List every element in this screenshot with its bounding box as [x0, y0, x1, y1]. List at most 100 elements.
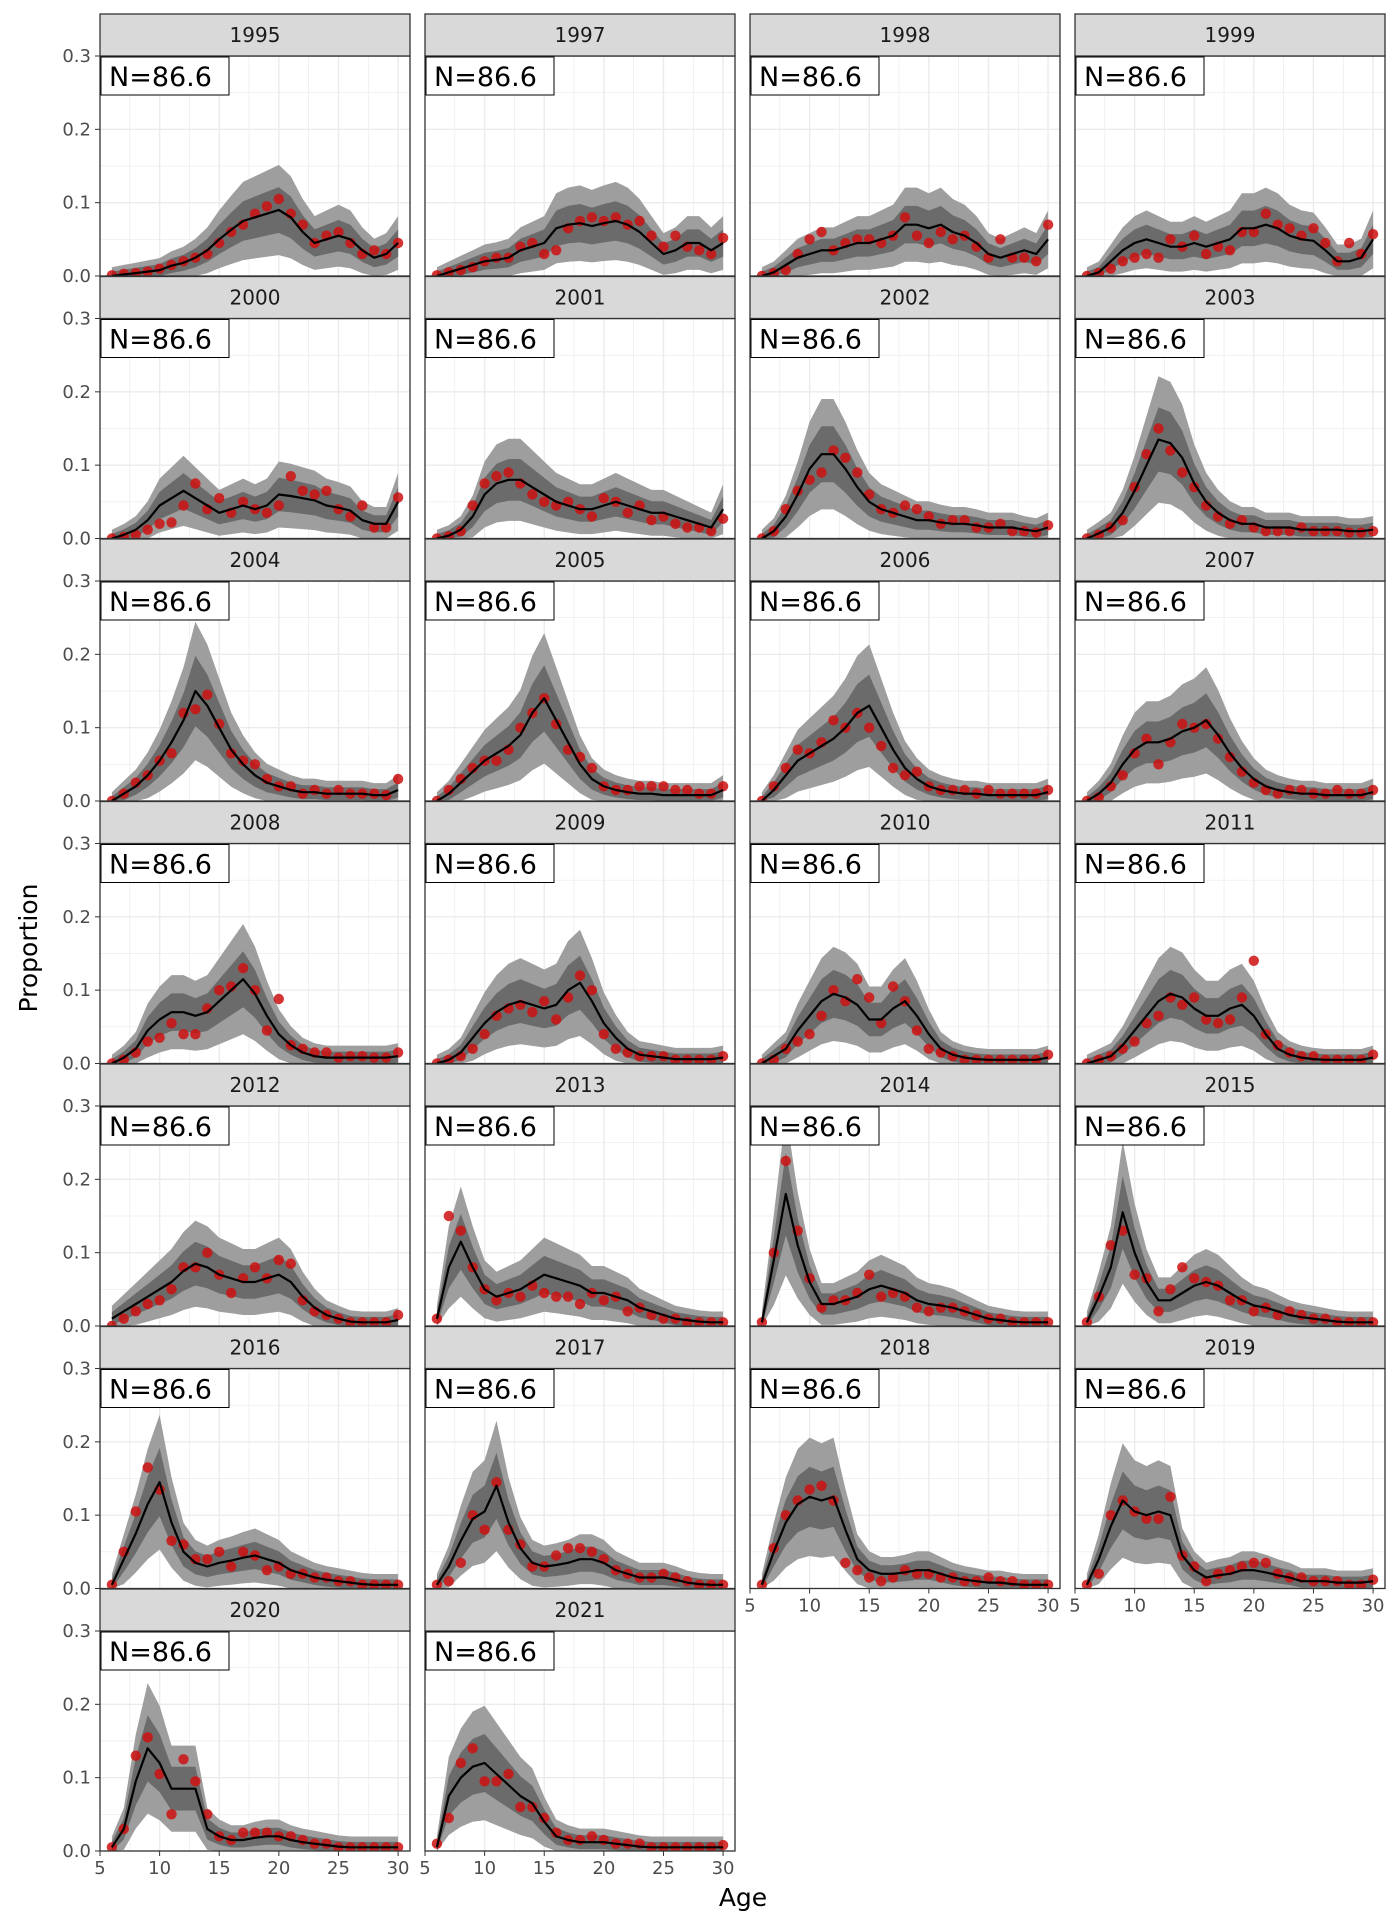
fitted-line	[1086, 719, 1374, 801]
observed-point	[864, 722, 875, 733]
observed-point	[106, 270, 118, 276]
observed-point	[527, 489, 538, 500]
observed-point	[804, 474, 815, 485]
x-tick-label: 5	[94, 1858, 105, 1879]
observed-point	[1332, 1576, 1343, 1587]
observed-point	[1129, 252, 1140, 263]
sample-size-box	[100, 319, 230, 358]
observed-point	[261, 1565, 273, 1576]
observed-point	[923, 237, 934, 249]
x-tick-label: 20	[1242, 1596, 1265, 1617]
observed-point	[1344, 527, 1355, 538]
observed-point	[864, 1269, 875, 1280]
sample-size-box	[1075, 1369, 1205, 1408]
observed-point	[333, 226, 344, 238]
observed-point	[1248, 955, 1260, 966]
y-tick-label: 0.2	[62, 1694, 91, 1715]
panel-2019: 2019 N=86.6 5 10 15 20 25 30	[1069, 1325, 1386, 1617]
panel-plot-area	[1081, 667, 1379, 801]
observed-point	[586, 985, 598, 996]
observed-point	[610, 1043, 621, 1055]
sample-size-box	[750, 844, 880, 883]
strip-label: 2017	[555, 1336, 606, 1360]
observed-point	[780, 1155, 791, 1167]
strip-label: 2019	[1205, 1336, 1256, 1360]
observed-point	[479, 1776, 490, 1787]
strip-label: 2009	[555, 811, 606, 835]
observed-point	[178, 1029, 189, 1040]
observed-point	[887, 981, 899, 992]
sample-size-label: N=86.6	[434, 325, 537, 356]
x-tick-label: 10	[473, 1858, 496, 1879]
observed-point	[1212, 733, 1224, 744]
panel-2010: 2010 N=86.6	[749, 800, 1061, 1065]
sample-size-label: N=86.6	[109, 1375, 212, 1406]
observed-point	[515, 1291, 526, 1302]
y-tick-label: 0.1	[62, 1505, 91, 1526]
observed-point	[876, 740, 887, 752]
observed-point	[1117, 256, 1128, 267]
observed-point	[178, 500, 189, 511]
x-tick-label: 5	[419, 1858, 430, 1879]
observed-point	[586, 1546, 598, 1558]
observed-point	[273, 993, 284, 1005]
strip-label: 2004	[230, 548, 281, 572]
panel-2002: 2002 N=86.6	[749, 275, 1061, 540]
observed-point	[1177, 1262, 1188, 1273]
x-tick-label: 25	[652, 1858, 675, 1879]
x-tick-label: 15	[1183, 1596, 1206, 1617]
y-tick-label: 0.1	[62, 718, 91, 739]
observed-point	[369, 522, 380, 533]
observed-point	[1042, 219, 1054, 230]
observed-point	[1105, 263, 1117, 274]
observed-point	[852, 467, 863, 478]
sample-size-box	[100, 1631, 230, 1671]
axis-titles: Age Proportion	[14, 884, 767, 1913]
panel-2001: 2001 N=86.6	[424, 275, 736, 540]
panel-plot-area	[106, 1220, 404, 1326]
panel-2004: 2004 N=86.6 0.0 0.1 0.2 0.3	[62, 538, 411, 812]
sample-size-box	[425, 1106, 555, 1146]
fitted-line	[1086, 438, 1374, 539]
x-tick-label: 15	[208, 1858, 231, 1879]
observed-point	[717, 513, 729, 524]
panel-plot-area	[106, 1683, 404, 1851]
observed-point	[467, 500, 478, 511]
observed-point	[1165, 234, 1176, 245]
strip-background	[99, 1063, 411, 1107]
fitted-line	[1085, 1211, 1374, 1324]
observed-point	[551, 245, 562, 256]
observed-point	[297, 485, 308, 496]
observed-point	[333, 784, 344, 796]
observed-point	[1224, 1295, 1236, 1306]
observed-point	[816, 467, 827, 478]
gridlines	[425, 581, 735, 801]
sample-size-box	[100, 581, 230, 621]
observed-point	[491, 1477, 502, 1488]
panel-plot-area	[1081, 1443, 1379, 1589]
observed-point	[682, 522, 693, 533]
observed-point	[1153, 252, 1164, 263]
observed-point	[983, 1572, 994, 1583]
observed-point	[706, 248, 717, 260]
y-tick-label: 0.3	[62, 46, 91, 67]
sample-size-label: N=86.6	[759, 587, 862, 618]
observed-point	[226, 748, 237, 759]
observed-point	[154, 1295, 165, 1306]
strip-background	[749, 275, 1061, 320]
x-tick-label: 5	[744, 1596, 755, 1617]
observed-point	[443, 1576, 454, 1587]
observed-point	[1153, 1513, 1164, 1525]
strip-label: 1999	[1205, 23, 1256, 47]
observed-point	[527, 1007, 538, 1018]
observed-point	[646, 515, 657, 526]
observed-point	[586, 212, 598, 223]
observed-point	[911, 1302, 923, 1313]
observed-point	[1236, 992, 1248, 1003]
y-tick-label: 0.0	[62, 266, 91, 287]
observed-point	[1153, 1010, 1164, 1021]
sample-size-label: N=86.6	[759, 62, 862, 93]
panels: 1995 N=86.6 0.0 0.1 0.2 0.3 1997 N=86.6 1998 N=86…	[62, 13, 1386, 1879]
strip-background	[99, 538, 411, 582]
inner-interval-band	[111, 951, 399, 1064]
